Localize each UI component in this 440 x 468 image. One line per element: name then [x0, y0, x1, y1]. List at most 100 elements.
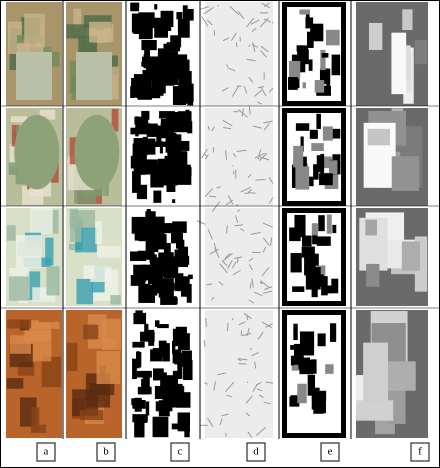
edge-stroke: [260, 50, 267, 58]
edge-stroke: [200, 6, 209, 10]
edge-stroke: [213, 242, 217, 251]
mask-blob: [130, 2, 140, 12]
mask-blob: [163, 243, 171, 262]
image-cell: [356, 208, 428, 306]
column-label: d: [253, 446, 259, 458]
mask-blob: [158, 340, 167, 349]
edge-stroke: [263, 18, 271, 23]
photo-patch: [76, 278, 94, 305]
photo-patch: [111, 108, 119, 132]
photo-patch: [31, 407, 40, 433]
mask-blob: [140, 331, 155, 342]
edge-stroke: [209, 195, 216, 198]
mask-blob: [156, 171, 162, 185]
mask-blob: [160, 296, 177, 305]
edge-stroke: [238, 321, 246, 326]
image-cell: [66, 2, 122, 106]
depth-region: [356, 400, 394, 421]
mask-blob: [139, 283, 150, 293]
mask-blob: [142, 136, 148, 156]
edge-stroke: [249, 282, 252, 289]
image-cell: [282, 108, 346, 206]
edge-stroke: [207, 229, 213, 240]
edge-stroke: [264, 286, 273, 291]
mask-blob: [158, 72, 175, 86]
edge-stroke: [206, 283, 213, 286]
label-box: [96, 442, 116, 462]
segment-block: [322, 126, 333, 141]
image-cell: [6, 310, 62, 438]
mask-blob: [141, 110, 150, 120]
image-cell: [356, 108, 428, 206]
segment-block: [332, 224, 337, 234]
edge-stroke: [263, 120, 273, 124]
photo-patch: [83, 324, 99, 340]
mask-blob: [172, 370, 179, 386]
mask-blob: [172, 352, 186, 364]
segment-block: [295, 166, 310, 190]
edge-stroke: [257, 86, 264, 89]
edge-stroke: [251, 27, 257, 33]
mask-blob: [145, 56, 159, 60]
mask-blob: [132, 341, 145, 348]
mask-blob: [152, 416, 169, 438]
segment-block: [320, 397, 326, 414]
edge-stroke: [237, 209, 241, 212]
segment-block: [306, 31, 314, 48]
image-cell: [130, 2, 194, 106]
label-box: [246, 442, 266, 462]
segment-block: [329, 160, 338, 175]
mask-blob: [132, 174, 141, 193]
segment-block: [299, 9, 310, 15]
edge-stroke: [235, 42, 238, 48]
mask-blob: [159, 141, 163, 154]
mask-blob: [180, 276, 188, 297]
segment-block: [309, 129, 318, 139]
photo-patch: [6, 378, 24, 389]
mask-blob: [153, 368, 164, 381]
photo-object: [14, 114, 60, 190]
mask-blob: [133, 312, 147, 325]
edge-stroke: [225, 199, 234, 206]
edge-stroke: [255, 381, 262, 386]
image-cell: [282, 208, 346, 306]
photo-patch: [41, 356, 62, 388]
edge-stroke: [237, 10, 245, 20]
edge-stroke: [203, 153, 208, 157]
mask-blob: [153, 268, 169, 275]
mask-blob: [144, 323, 149, 338]
mask-blob: [165, 379, 171, 399]
edge-stroke: [252, 125, 262, 129]
mask-blob: [146, 125, 162, 137]
depth-region: [391, 32, 407, 95]
edge-stroke: [231, 261, 237, 269]
image-cell: [66, 108, 122, 206]
edge-stroke: [263, 2, 270, 8]
edge-stroke: [261, 267, 270, 277]
edge-stroke: [204, 382, 208, 385]
label-box: [36, 442, 56, 462]
edge-stroke: [218, 281, 224, 286]
edge-stroke: [244, 192, 253, 194]
mask-blob: [157, 158, 168, 172]
mask-blob: [160, 10, 174, 28]
segment-block: [313, 399, 324, 414]
edge-stroke: [247, 188, 252, 194]
depth-region: [402, 9, 413, 31]
mask-blob: [136, 184, 148, 200]
mask-blob: [144, 93, 161, 99]
photo-patch: [45, 237, 54, 266]
edge-stroke: [241, 108, 244, 117]
edge-stroke: [201, 148, 208, 159]
column-label: b: [103, 446, 109, 458]
edge-stroke: [219, 418, 223, 426]
photo-patch: [70, 216, 82, 243]
segment-block: [294, 214, 306, 238]
mask-blob: [134, 226, 140, 240]
mask-blob: [142, 373, 150, 395]
mask-blob: [176, 54, 188, 66]
mask-blob: [187, 274, 193, 280]
segment-block: [288, 60, 301, 79]
mask-blob: [174, 140, 190, 151]
